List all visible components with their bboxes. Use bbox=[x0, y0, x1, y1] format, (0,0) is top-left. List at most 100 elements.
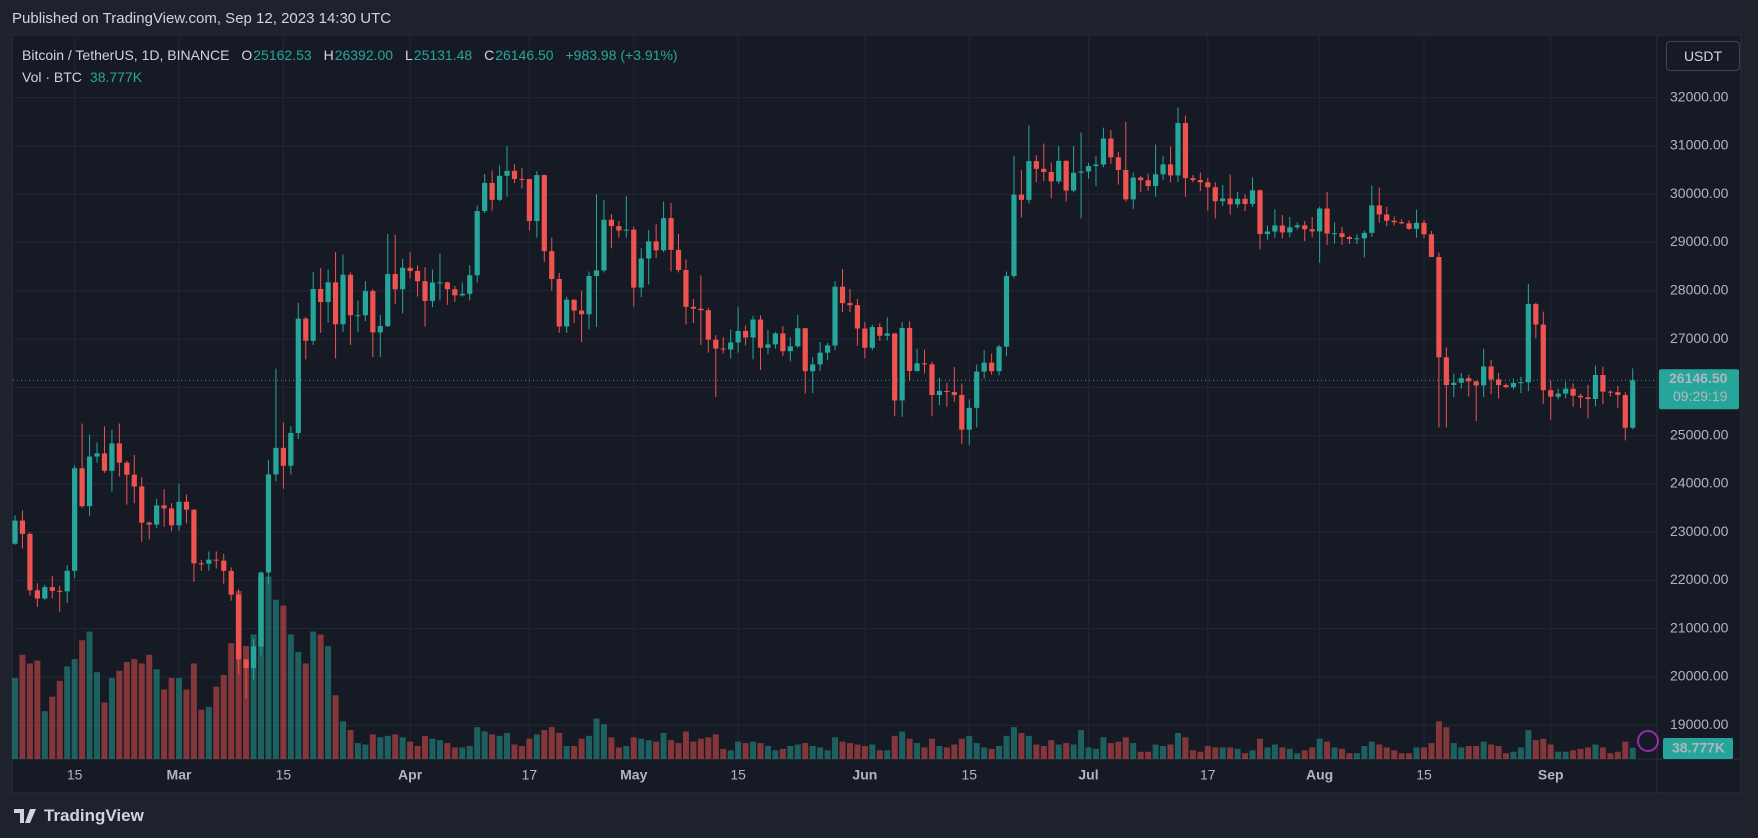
legend-key: O bbox=[241, 47, 253, 63]
candle-body bbox=[1220, 198, 1226, 202]
volume-bar bbox=[1249, 750, 1256, 759]
volume-bar bbox=[1010, 727, 1017, 759]
candle-body bbox=[474, 211, 480, 276]
candle-body bbox=[996, 346, 1002, 372]
candle-body bbox=[191, 509, 197, 564]
candle-body bbox=[146, 522, 152, 525]
candle-body bbox=[832, 286, 838, 346]
candle-body bbox=[1376, 205, 1382, 215]
candle-body bbox=[377, 326, 383, 333]
brand-name: TradingView bbox=[44, 806, 144, 825]
volume-bar bbox=[138, 663, 145, 759]
volume-bar bbox=[347, 730, 354, 759]
currency-button[interactable]: USDT bbox=[1666, 41, 1740, 71]
volume-bar bbox=[1346, 753, 1353, 759]
volume-bar bbox=[250, 634, 257, 759]
volume-bar bbox=[34, 660, 41, 759]
candle-body bbox=[1145, 180, 1151, 187]
candle-body bbox=[802, 328, 808, 372]
volume-bar bbox=[474, 727, 481, 759]
volume-bar bbox=[996, 745, 1003, 759]
candle-body bbox=[19, 520, 26, 534]
legend-value: 25162.53 bbox=[253, 47, 312, 63]
candle-body bbox=[1525, 303, 1531, 383]
candle-body bbox=[221, 560, 227, 571]
volume-bar bbox=[1234, 748, 1241, 759]
volume-bar bbox=[1003, 735, 1010, 759]
countdown: 09:29:19 bbox=[1673, 388, 1728, 404]
volume-bar bbox=[1532, 740, 1539, 759]
volume-bar bbox=[1301, 750, 1308, 759]
x-tick-label: 15 bbox=[1416, 767, 1432, 783]
volume-bar bbox=[1197, 751, 1204, 759]
volume-bar bbox=[176, 677, 183, 759]
candle-body bbox=[429, 282, 436, 301]
legend-value: 26146.50 bbox=[495, 47, 554, 63]
candle-body bbox=[42, 587, 48, 599]
candle-body bbox=[929, 364, 935, 396]
volume-bar bbox=[243, 646, 250, 759]
brand: TradingView bbox=[14, 806, 144, 826]
candle-body bbox=[1003, 275, 1010, 347]
candle-body bbox=[668, 218, 674, 250]
candle-body bbox=[810, 364, 816, 372]
candle-body bbox=[176, 501, 182, 526]
volume-bar bbox=[1167, 744, 1174, 759]
candle-body bbox=[124, 462, 130, 475]
volume-bar bbox=[26, 663, 33, 759]
volume-bar bbox=[772, 750, 779, 759]
candle-body bbox=[862, 328, 868, 348]
volume-bar bbox=[943, 747, 950, 759]
candle-body bbox=[1294, 225, 1300, 228]
volume-bar bbox=[1413, 747, 1420, 759]
candle-body bbox=[1063, 160, 1069, 191]
candle-body bbox=[101, 453, 108, 471]
volume-bar bbox=[1227, 747, 1234, 759]
volume-bar bbox=[578, 738, 585, 759]
y-tick-label: 30000.00 bbox=[1670, 185, 1729, 201]
volume-bar bbox=[742, 743, 749, 759]
volume-bar bbox=[615, 747, 622, 759]
volume-bar bbox=[49, 696, 56, 759]
volume-bar bbox=[1063, 743, 1070, 759]
candle-body bbox=[1041, 168, 1047, 172]
volume-bar bbox=[951, 744, 958, 759]
volume-bar bbox=[720, 748, 727, 759]
y-tick-label: 24000.00 bbox=[1670, 475, 1729, 491]
volume-bar bbox=[1219, 747, 1226, 759]
candle-body bbox=[526, 179, 532, 222]
candle-body bbox=[1443, 357, 1449, 385]
y-tick-label: 28000.00 bbox=[1670, 282, 1729, 298]
volume-bar bbox=[1585, 747, 1592, 759]
volume-bar bbox=[1577, 748, 1584, 759]
volume-bar bbox=[1428, 743, 1435, 759]
volume-bar bbox=[287, 634, 294, 759]
volume-bar bbox=[653, 741, 660, 759]
x-tick-label: May bbox=[620, 767, 647, 783]
candle-body bbox=[787, 346, 793, 352]
candle-body bbox=[839, 286, 846, 304]
candle-body bbox=[824, 345, 831, 353]
volume-bar bbox=[19, 654, 26, 759]
volume-bar bbox=[444, 743, 451, 759]
candle-body bbox=[1600, 374, 1606, 392]
volume-bar bbox=[1189, 750, 1196, 759]
candle-body bbox=[1369, 205, 1375, 233]
candle-body bbox=[735, 330, 741, 343]
volume-bar bbox=[936, 745, 943, 759]
candle-body bbox=[757, 319, 764, 348]
volume-bar bbox=[600, 724, 607, 759]
x-tick-label: 15 bbox=[961, 767, 977, 783]
candle-body bbox=[750, 319, 756, 338]
candle-body bbox=[116, 443, 122, 463]
candle-body bbox=[907, 327, 913, 371]
volume-bar bbox=[638, 738, 645, 759]
last-price-label: 26146.50 bbox=[1669, 370, 1728, 386]
volume-bar bbox=[1309, 747, 1316, 759]
volume-bar bbox=[1100, 737, 1107, 759]
candle-body bbox=[482, 182, 488, 212]
volume-bar bbox=[802, 743, 809, 759]
candle-body bbox=[1123, 169, 1129, 200]
candle-body bbox=[1279, 225, 1285, 233]
candle-body bbox=[303, 318, 309, 341]
